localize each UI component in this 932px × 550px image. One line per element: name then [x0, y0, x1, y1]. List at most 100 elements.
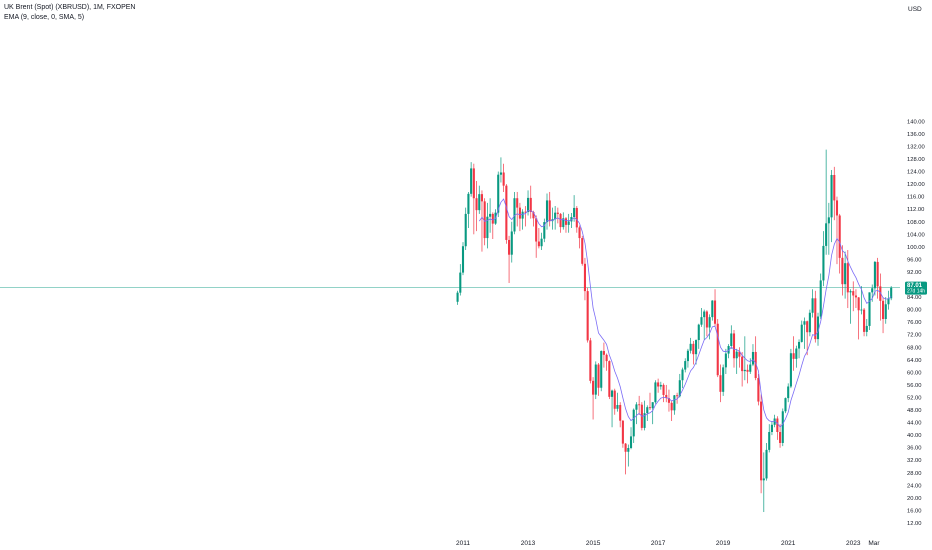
candle-body [532, 212, 535, 219]
price-tick-label: 136.00 [907, 132, 925, 138]
candle-body [719, 375, 722, 392]
price-tick-label: 68.00 [907, 345, 922, 351]
candle-body [529, 197, 532, 213]
candle-body [667, 398, 671, 403]
candle-body [646, 407, 649, 414]
candle-body [651, 402, 654, 409]
candle-body [811, 298, 814, 313]
candle-body [746, 369, 749, 372]
candle-body [890, 287, 893, 299]
candle-body [765, 449, 768, 479]
candle-body [727, 346, 730, 354]
candle-body [806, 321, 809, 333]
candle-body [868, 292, 871, 326]
candle-body [665, 394, 668, 399]
last-price-badge [905, 281, 927, 295]
candle-body [830, 174, 833, 218]
candle-body [605, 354, 608, 362]
candle-body [564, 218, 568, 225]
candle-body [841, 257, 844, 285]
price-tick-label: 96.00 [907, 257, 922, 263]
candle-body [611, 390, 614, 397]
price-tick-label: 16.00 [907, 508, 922, 514]
candle-body [844, 263, 847, 285]
candle-body [657, 382, 660, 387]
candle-body [835, 200, 839, 216]
candle-body [461, 246, 465, 273]
price-tick-label: 36.00 [907, 446, 922, 452]
candle-body [616, 405, 619, 409]
candle-body [559, 213, 562, 228]
time-tick-label: 2021 [781, 540, 796, 547]
candle-body [632, 409, 635, 437]
candle-body [491, 213, 494, 224]
price-tick-label: 12.00 [907, 521, 922, 527]
price-tick-label: 116.00 [907, 195, 924, 201]
candle-body [654, 382, 657, 403]
candle-body [513, 198, 516, 232]
candle-body [567, 221, 570, 225]
price-tick-label: 124.00 [907, 170, 925, 176]
candle-body [743, 369, 746, 372]
indicator-title[interactable]: EMA (9, close, 0, SMA, 5) [4, 14, 85, 21]
bar-countdown: 27d 14h [907, 289, 925, 295]
candle-body [635, 404, 638, 410]
candle-body [816, 316, 820, 340]
candle-body [751, 351, 755, 365]
currency-label: USD [908, 6, 922, 13]
candle-body [478, 194, 481, 211]
candle-body [681, 369, 684, 381]
candle-body [510, 231, 513, 255]
price-tick-label: 84.00 [907, 295, 922, 301]
candle-body [600, 351, 603, 388]
candle-body [562, 218, 565, 228]
candle-body [692, 343, 695, 355]
candle-body [518, 207, 521, 219]
candle-body [676, 395, 679, 397]
candle-body [760, 401, 763, 481]
candle-body [581, 238, 584, 264]
price-tick-label: 56.00 [907, 383, 922, 389]
candle-body [570, 217, 573, 222]
symbol-title[interactable]: UK Brent (Spot) (XBRUSD), 1M, FXOPEN [4, 4, 136, 11]
candle-body [578, 227, 581, 239]
price-tick-label: 108.00 [907, 220, 925, 226]
candle-body [643, 413, 646, 428]
candle-body [583, 263, 586, 292]
candle-body [480, 194, 484, 202]
candle-body [787, 386, 790, 399]
candle-body [526, 197, 530, 213]
candle-body [708, 317, 711, 328]
candle-body [459, 272, 462, 293]
candle-body [594, 364, 597, 395]
candle-body [597, 364, 600, 388]
candle-body [497, 174, 500, 213]
candle-body [554, 212, 557, 220]
candle-body [673, 395, 676, 411]
price-tick-label: 120.00 [907, 182, 925, 188]
candle-body [884, 304, 887, 320]
candle-body [722, 367, 725, 392]
candle-body [711, 300, 714, 318]
candle-body [833, 174, 836, 201]
price-tick-label: 48.00 [907, 408, 922, 414]
candle-body [887, 298, 890, 305]
candle-body [662, 384, 665, 395]
candle-body [464, 213, 467, 247]
candle-body [784, 398, 787, 412]
time-tick-label: Mar [868, 540, 880, 547]
ema-line [478, 198, 892, 428]
candle-body [516, 198, 519, 208]
candle-body [852, 291, 855, 296]
candle-body [695, 340, 698, 355]
candle-body [508, 239, 511, 255]
price-tick-label: 92.00 [907, 270, 922, 276]
price-tick-label: 20.00 [907, 496, 922, 502]
candle-body [738, 351, 741, 357]
candle-body [876, 261, 879, 287]
candle-body [713, 300, 717, 324]
candle-body [575, 207, 578, 228]
price-tick-label: 132.00 [907, 144, 925, 150]
price-tick-label: 140.00 [907, 119, 925, 125]
